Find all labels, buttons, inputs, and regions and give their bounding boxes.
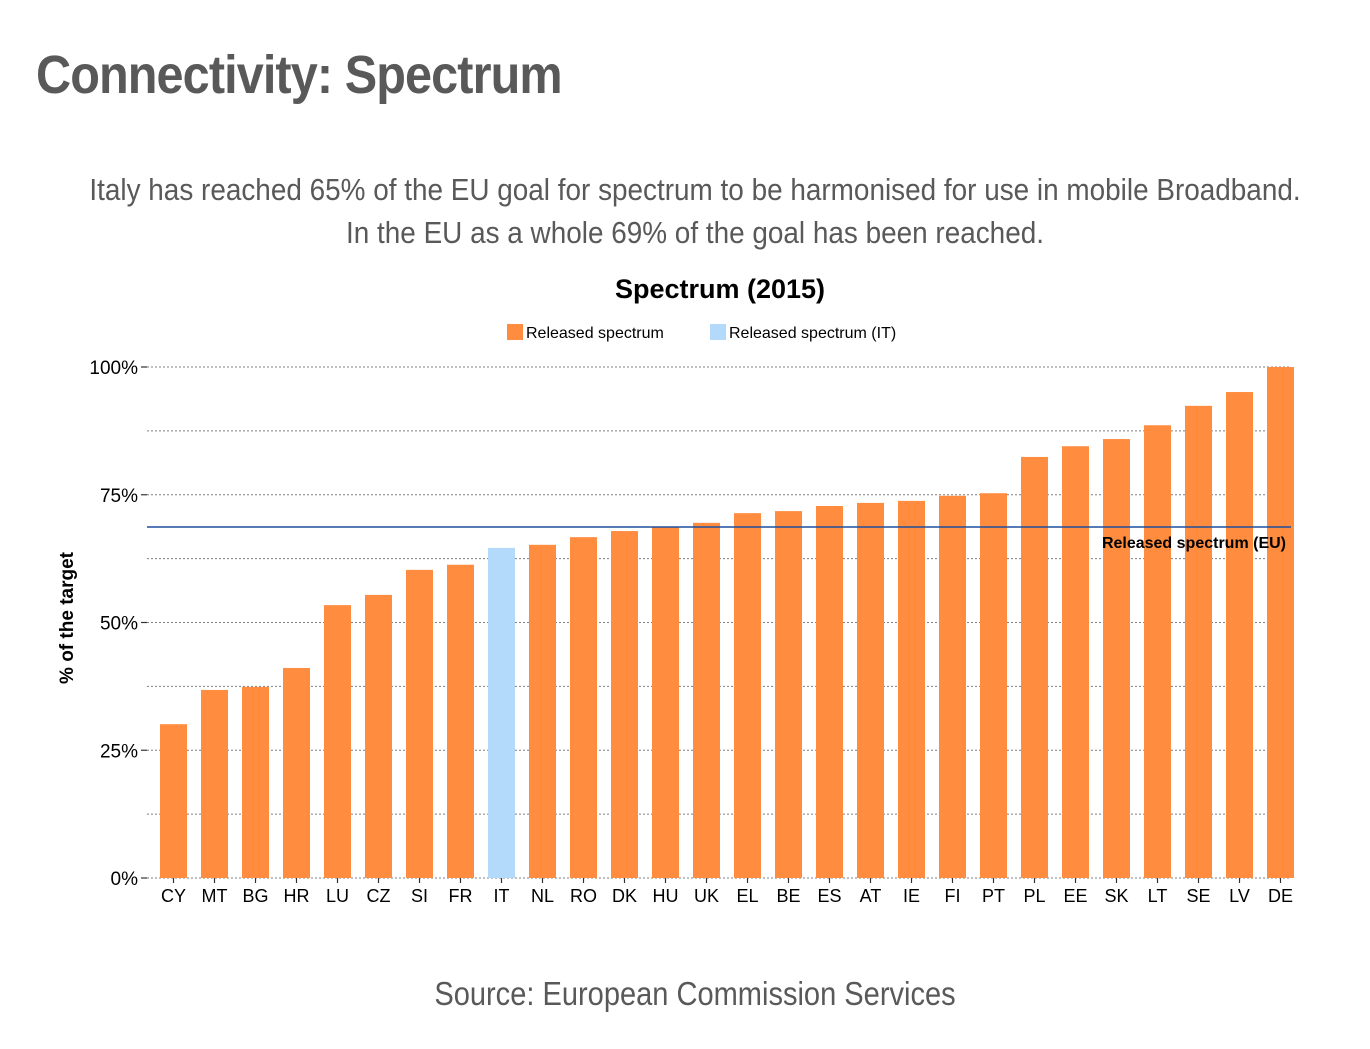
legend-label-released-spectrum-it: Released spectrum (IT) [729,325,896,342]
x-tick-label-at: AT [860,886,882,906]
bar-pl [1021,456,1048,878]
bar-be [775,511,802,878]
bar-el [734,513,761,878]
bar-uk [693,522,720,878]
legend-swatch-released-spectrum-it [710,324,726,340]
bar-lt [1144,425,1171,878]
bar-fr [447,564,474,878]
x-tick-label-ee: EE [1063,886,1087,906]
bars [160,367,1294,878]
x-tick-label-fi: FI [945,886,961,906]
x-tick-label-si: SI [411,886,428,906]
legend-label-released-spectrum: Released spectrum [526,325,664,342]
legend: Released spectrum Released spectrum (IT) [507,324,896,342]
x-tick-label-de: DE [1268,886,1293,906]
bar-lv [1226,392,1253,878]
bar-hr [283,667,310,878]
legend-swatch-released-spectrum [507,324,523,340]
reference-line-eu: Released spectrum (EU) [147,526,1291,552]
bar-cz [365,594,392,878]
x-tick-label-el: EL [736,886,758,906]
x-tick-label-ro: RO [570,886,597,906]
x-tick-label-hr: HR [284,886,310,906]
y-tick-label: 0% [111,869,139,890]
bar-es [816,505,843,878]
bar-si [406,569,433,878]
x-tick-label-pl: PL [1023,886,1045,906]
x-axis: CY MT BG HR LU CZ SI FR IT NL RO DK HU UK EL BE ES AT IE FI… [161,878,1293,906]
x-tick-label-es: ES [817,886,841,906]
y-tick-label: 50% [100,614,138,635]
x-tick-label-fr: FR [449,886,473,906]
x-tick-label-sk: SK [1104,886,1128,906]
x-tick-label-it: IT [494,886,510,906]
x-tick-label-nl: NL [531,886,554,906]
bar-hu [652,526,679,878]
y-axis-label: % of the target [57,551,78,684]
chart-title: Spectrum (2015) [615,274,825,304]
y-tick-label: 25% [100,741,138,762]
y-tick-label: 100% [89,358,138,379]
bar-lu [324,605,351,878]
bar-de [1267,367,1294,878]
x-tick-label-bg: BG [242,886,268,906]
reference-line-label: Released spectrum (EU) [1102,535,1286,552]
x-tick-label-pt: PT [982,886,1005,906]
bar-ee [1062,446,1089,878]
x-tick-label-se: SE [1186,886,1210,906]
x-tick-label-mt: MT [202,886,228,906]
y-axis: 0% 25% 50% 75% 100% [89,358,147,890]
subtitle-line-2: In the EU as a whole 69% of the goal has… [346,215,1044,250]
bar-cy [160,724,187,878]
bar-ro [570,537,597,878]
bar-nl [529,544,556,878]
bar-mt [201,689,228,878]
x-tick-label-hu: HU [653,886,679,906]
subtitle-line-1: Italy has reached 65% of the EU goal for… [89,172,1301,207]
x-tick-label-uk: UK [694,886,719,906]
bar-sk [1103,439,1130,878]
x-tick-label-lu: LU [326,886,349,906]
x-tick-label-lt: LT [1148,886,1168,906]
x-tick-label-dk: DK [612,886,637,906]
bar-dk [611,531,638,878]
x-tick-label-cy: CY [161,886,186,906]
bar-it [488,547,515,878]
x-tick-label-lv: LV [1229,886,1250,906]
subtitle: Italy has reached 65% of the EU goal for… [70,168,1321,254]
x-tick-label-ie: IE [903,886,920,906]
x-tick-label-cz: CZ [367,886,391,906]
bar-se [1185,405,1212,878]
bar-pt [980,493,1007,878]
page-title: Connectivity: Spectrum [36,45,563,105]
bar-fi [939,495,966,878]
y-tick-label: 75% [100,486,138,507]
bar-bg [242,686,269,878]
bar-at [857,502,884,878]
x-tick-label-be: BE [776,886,800,906]
source-note: Source: European Commission Services [434,975,956,1012]
bar-ie [898,500,925,878]
